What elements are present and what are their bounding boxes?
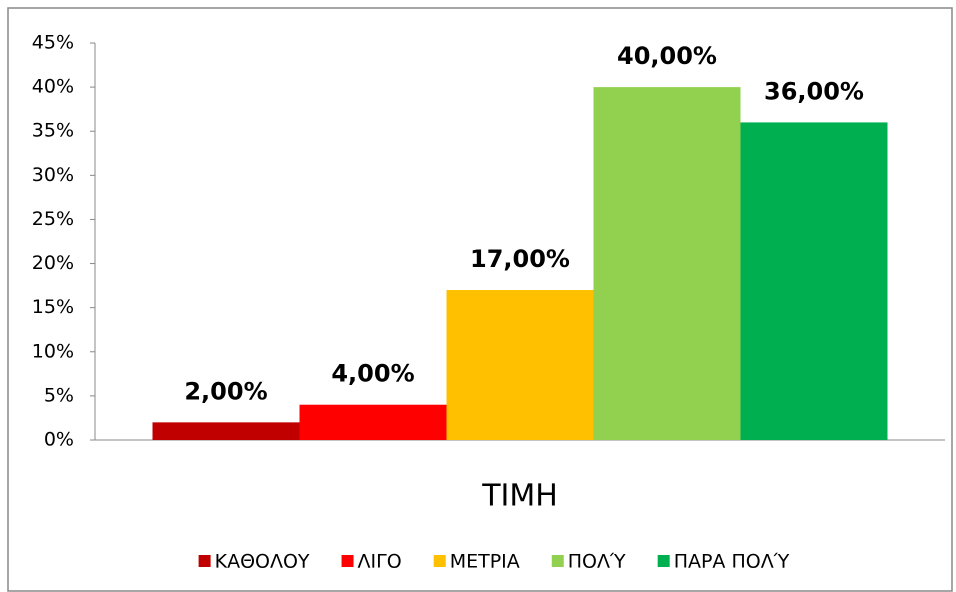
legend-label: ΠΟΛΎ [568,551,626,573]
y-tick-label: 45% [32,32,74,54]
y-tick-label: 5% [44,384,74,406]
legend-swatch [657,555,670,567]
y-tick-label: 0% [44,429,74,451]
y-tick-label: 30% [32,164,74,186]
y-tick-label: 35% [32,120,74,142]
bar [740,122,888,441]
bar [152,422,300,440]
y-tick-label: 10% [32,340,74,362]
value-label: 17,00% [470,245,570,273]
bar [299,404,447,440]
legend-swatch [198,555,211,567]
value-label: 36,00% [764,77,864,105]
legend-label: ΛΙΓΟ [358,551,402,573]
legend-label: ΜΕΤΡΙΑ [450,551,520,573]
legend-swatch [433,555,446,567]
bar [446,290,594,440]
y-tick-label: 15% [32,296,74,318]
legend-label: ΚΑΘΟΛΟΥ [215,551,310,573]
bar [593,87,741,440]
value-label: 4,00% [331,360,414,388]
y-tick-label: 25% [32,208,74,230]
y-tick-label: 40% [32,76,74,98]
value-label: 2,00% [184,377,267,405]
legend-swatch [551,555,564,567]
y-tick-label: 20% [32,252,74,274]
x-tick-label: ΤΙΜΗ [481,479,558,514]
value-label: 40,00% [617,42,717,70]
legend-label: ΠΑΡΑ ΠΟΛΎ [674,551,790,573]
legend-swatch [341,555,354,567]
